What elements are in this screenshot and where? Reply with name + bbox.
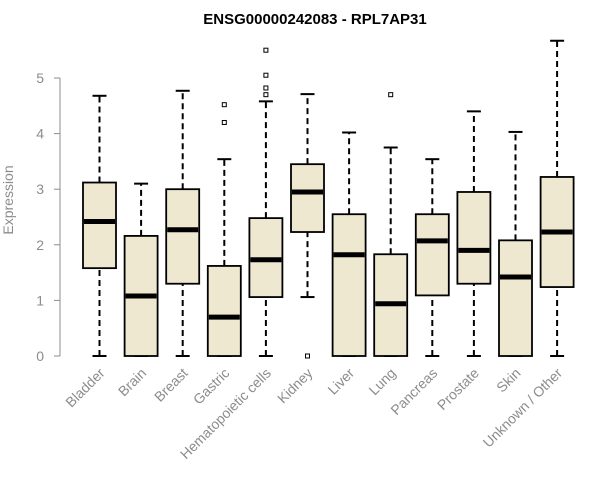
iqr-box [414, 213, 450, 297]
iqr-box [498, 239, 533, 357]
y-axis-label: Expression [0, 165, 16, 234]
iqr-box [456, 191, 492, 285]
iqr-box [206, 265, 242, 357]
outlier-point [263, 85, 269, 91]
x-tick-label: Bladder [62, 365, 108, 411]
outlier-point [263, 72, 269, 78]
box-liver [331, 131, 367, 357]
box-lung [373, 92, 409, 357]
box-unknown-other [539, 39, 575, 357]
x-tick-label: Liver [324, 365, 357, 398]
y-tick-label: 1 [36, 292, 44, 308]
outlier-point [263, 47, 269, 53]
outlier-point [263, 92, 269, 98]
y-tick-label: 5 [36, 70, 44, 86]
x-tick-label: Unknown / Other [480, 365, 566, 451]
box-pancreas [414, 158, 450, 357]
x-tick-label: Skin [493, 365, 524, 396]
y-tick-label: 4 [36, 126, 44, 142]
iqr-box [165, 188, 201, 285]
box-kidney [290, 93, 325, 359]
box-skin [498, 130, 533, 357]
y-tick-label: 0 [36, 348, 44, 364]
box-breast [165, 89, 201, 357]
x-tick-label: Kidney [274, 365, 316, 407]
boxes-group [82, 39, 575, 359]
iqr-box [82, 181, 117, 270]
chart-title: ENSG00000242083 - RPL7AP31 [203, 11, 426, 28]
x-tick-label: Lung [365, 365, 398, 398]
y-tick-label: 2 [36, 237, 44, 253]
box-gastric [206, 102, 242, 357]
outlier-point [221, 102, 227, 108]
x-tick-label: Breast [151, 365, 191, 405]
x-tick-label: Brain [115, 365, 149, 399]
box-brain [123, 182, 159, 357]
outlier-point [221, 119, 227, 125]
outlier-point [305, 353, 310, 359]
box-prostate [456, 110, 492, 357]
y-axis: 0 1 2 3 4 5 [36, 70, 61, 364]
box-bladder [82, 94, 117, 357]
x-tick-label: Prostate [434, 365, 482, 413]
iqr-box [290, 163, 325, 233]
y-tick-label: 3 [36, 181, 44, 197]
outlier-point [388, 92, 394, 98]
iqr-box [331, 213, 367, 357]
box-hematopoietic-cells [248, 47, 284, 357]
